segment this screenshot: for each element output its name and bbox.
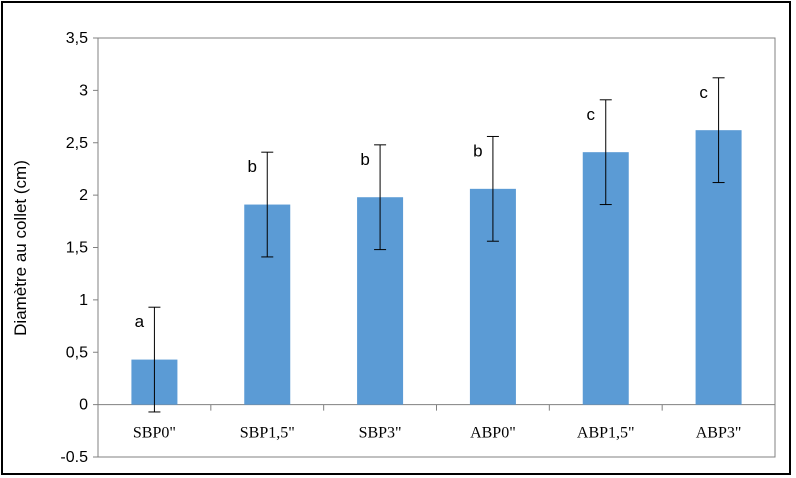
x-tick-label: ABP1,5" <box>577 425 635 442</box>
x-tick-label: ABP0" <box>470 425 516 442</box>
x-tick-label: SBP1,5" <box>240 425 295 442</box>
x-tick-label: ABP3" <box>696 425 742 442</box>
y-tick-labels: -0.5 0 0,5 1 1,5 2 2,5 3 3,5 <box>60 30 88 466</box>
y-tick-label: 3,5 <box>66 30 88 47</box>
significance-letter: a <box>135 312 145 331</box>
y-tick-label: 0,5 <box>66 344 88 361</box>
x-tick-labels: SBP0" SBP1,5" SBP3" ABP0" ABP1,5" ABP3" <box>133 425 741 442</box>
significance-letter: b <box>248 157 257 176</box>
y-axis-label: Diamètre au collet (cm) <box>11 160 30 336</box>
y-tick-label: 1 <box>79 292 88 309</box>
significance-letter: c <box>587 105 596 124</box>
plot-area-border <box>97 37 776 458</box>
axes <box>93 37 776 458</box>
bars <box>131 130 742 405</box>
y-tick-label: 0 <box>79 397 88 414</box>
y-tick-label: 2 <box>79 187 88 204</box>
y-tick-label: -0.5 <box>60 449 88 466</box>
x-tick-label: SBP0" <box>133 425 176 442</box>
y-tick-label: 3 <box>79 82 88 99</box>
error-bars <box>148 77 725 413</box>
significance-letter: b <box>360 150 369 169</box>
y-tick-label: 2,5 <box>66 135 88 152</box>
significance-letter: b <box>473 141 482 160</box>
x-tick-label: SBP3" <box>359 425 402 442</box>
significance-letter: c <box>699 83 708 102</box>
significance-letters: a b b b c c <box>135 83 709 331</box>
y-tick-label: 1,5 <box>66 240 88 257</box>
